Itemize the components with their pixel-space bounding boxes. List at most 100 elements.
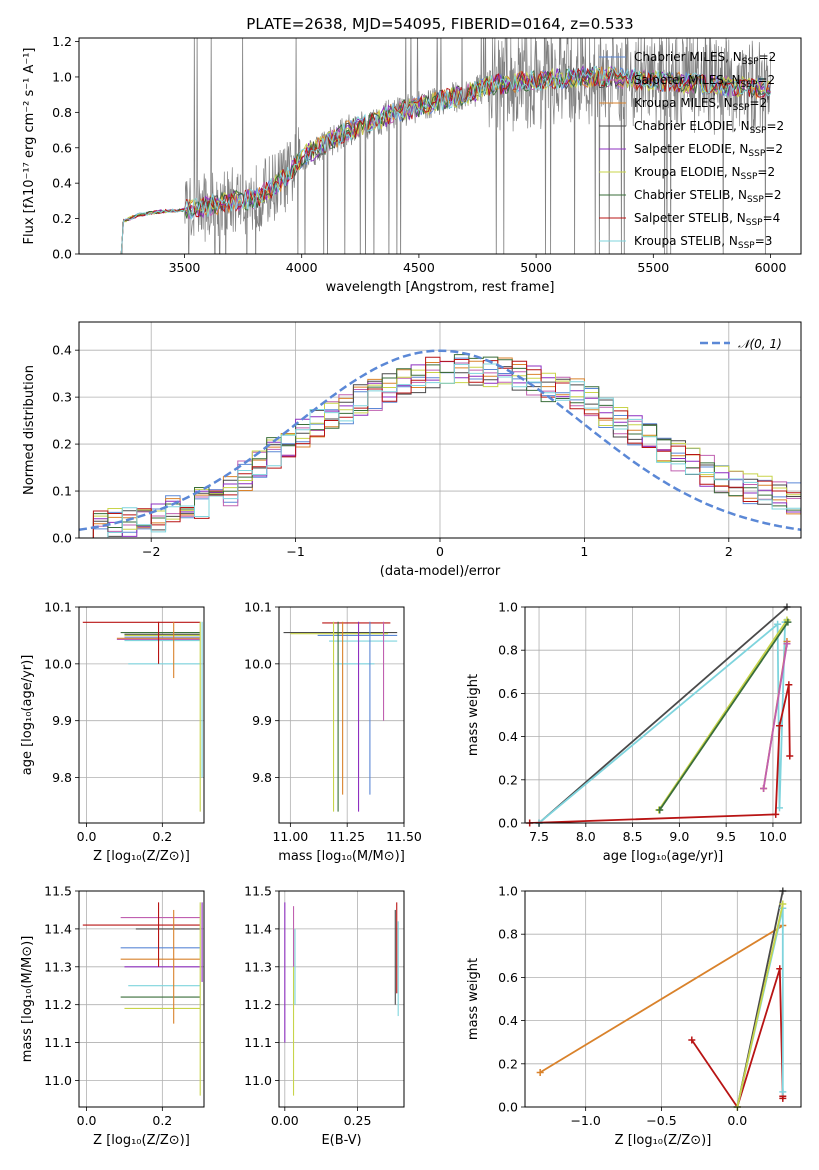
weight-vs-Z-frame <box>524 890 802 1108</box>
mass-vs-Z-ytick-label: 11.5 <box>44 884 72 899</box>
spectrum-xtick-label: 4000 <box>286 260 318 275</box>
residual-histogram-step <box>79 354 801 538</box>
weight-vs-Z-ytick-label: 0.6 <box>498 970 518 985</box>
weight-vs-age-line <box>658 621 789 811</box>
weight-vs-Z-marker <box>779 1094 787 1102</box>
age-vs-Z-xtick-label: 0.0 <box>77 829 97 844</box>
weight-vs-age-marker <box>656 806 664 814</box>
spectrum-legend-label: Salpeter ELODIE, NSSP=2 <box>634 142 783 159</box>
spectrum-xtick-label: 6000 <box>755 260 787 275</box>
weight-vs-Z-ytick-label: 1.0 <box>498 884 518 899</box>
weight-vs-age-marker <box>784 618 792 626</box>
weight-vs-age-xtick-label: 9.0 <box>669 829 689 844</box>
mass-vs-EBV-ytick-label: 11.3 <box>244 959 272 974</box>
residual-histogram-step <box>79 363 801 538</box>
weight-vs-Z-ytick-label: 0.4 <box>498 1013 518 1028</box>
age-vs-Z-ylabel: age [log₁₀(age/yr)] <box>20 655 35 776</box>
mass-vs-EBV-ytick-label: 11.5 <box>244 884 272 899</box>
spectrum-ytick-label: 0.4 <box>52 176 72 191</box>
age-vs-mass-ytick-label: 9.8 <box>252 770 272 785</box>
weight-vs-age-marker <box>772 810 780 818</box>
mass-vs-Z-ytick-label: 11.4 <box>44 921 72 936</box>
weight-vs-Z-marker <box>779 1088 787 1096</box>
text-layer: 3500 4000 4500 5000 5500 6000 0.0 0.2 0.4 0.6 0.8 1… <box>20 34 787 1148</box>
normal-curve <box>79 349 801 532</box>
spectrum-legend-label: Salpeter MILES, NSSP=2 <box>634 73 775 90</box>
age-vs-mass-ytick-label: 10.1 <box>244 600 272 615</box>
mass-vs-Z-xlabel: Z [log₁₀(Z/Z⊙)] <box>93 1133 190 1148</box>
weight-vs-age-xtick-label: 7.5 <box>529 829 549 844</box>
residuals-ytick-label: 0.0 <box>52 531 72 546</box>
weight-vs-Z-marker <box>536 1068 544 1076</box>
residuals-ytick-label: 0.1 <box>52 484 72 499</box>
weight-vs-age-marker <box>774 620 782 628</box>
figure-title: PLATE=2638, MJD=54095, FIBERID=0164, z=0… <box>246 15 633 33</box>
mass-vs-EBV-xlabel: E(B-V) <box>321 1133 361 1148</box>
spectrum-ylabel: Flux [fλ10⁻¹⁷ erg cm⁻² s⁻¹ A⁻¹] <box>22 48 37 245</box>
mass-vs-EBV-ytick-label: 11.2 <box>244 997 272 1012</box>
residual-legend-label: 𝒩(0, 1) <box>738 337 782 351</box>
age-vs-Z-ytick-label: 9.9 <box>52 713 72 728</box>
weight-vs-age-marker <box>775 722 783 730</box>
weight-vs-age-marker <box>760 784 768 792</box>
weight-vs-age-marker <box>775 804 783 812</box>
spectrum-legend-label: Chabrier STELIB, NSSP=2 <box>634 188 782 205</box>
spectrum-legend-label: Chabrier ELODIE, NSSP=2 <box>634 119 784 136</box>
residuals-ytick-label: 0.4 <box>52 343 72 358</box>
weight-vs-age-xtick-label: 8.0 <box>576 829 596 844</box>
weight-vs-age-xtick-label: 10.0 <box>759 829 787 844</box>
mass-vs-Z-ylabel: mass [log₁₀(M/M⊙)] <box>20 936 35 1063</box>
age-vs-mass-frame <box>278 606 405 824</box>
weight-vs-age-line <box>538 607 788 823</box>
spectrum-xtick-label: 3500 <box>169 260 201 275</box>
weight-vs-age-ytick-label: 0.4 <box>498 729 518 744</box>
age-vs-Z-ytick-label: 9.8 <box>52 770 72 785</box>
spectrum-ytick-label: 1.0 <box>52 69 72 84</box>
age-vs-Z-xlabel: Z [log₁₀(Z/Z⊙)] <box>93 849 190 864</box>
spectrum-ytick-label: 0.8 <box>52 105 72 120</box>
weight-vs-Z-xtick-label: −0.5 <box>646 1113 676 1128</box>
mass-vs-EBV-ytick-label: 11.1 <box>244 1035 272 1050</box>
weight-vs-age-line <box>658 619 788 811</box>
weight-vs-Z-ytick-label: 0.2 <box>498 1056 518 1071</box>
weight-vs-Z-marker <box>688 1036 696 1044</box>
mass-vs-EBV-frame <box>278 890 405 1108</box>
residuals-xlabel: (data-model)/error <box>380 564 501 579</box>
mass-vs-EBV-xtick-label: 0.00 <box>271 1113 299 1128</box>
spectrum-legend-label: Kroupa MILES, NSSP=2 <box>634 96 767 113</box>
age-vs-Z-xtick-label: 0.2 <box>152 829 172 844</box>
spectrum-ytick-label: 0.6 <box>52 140 72 155</box>
weight-vs-age-ytick-label: 0.2 <box>498 772 518 787</box>
residual-histogram-step <box>79 366 801 538</box>
residuals-ylabel: Normed distribution <box>22 365 37 495</box>
weight-vs-Z-marker <box>779 900 787 908</box>
mass-vs-Z-frame <box>78 890 205 1108</box>
weight-vs-Z-xtick-label: 0.0 <box>727 1113 747 1128</box>
age-vs-mass-ytick-label: 10.0 <box>244 656 272 671</box>
spectrum-xlabel: wavelength [Angstrom, rest frame] <box>326 280 555 295</box>
mass-vs-EBV-ytick-label: 11.4 <box>244 921 272 936</box>
age-vs-mass-ytick-label: 9.9 <box>252 713 272 728</box>
spectrum-frame <box>78 37 802 255</box>
mass-vs-EBV-ytick-label: 11.0 <box>244 1073 272 1088</box>
spectrum-legend-label: Kroupa STELIB, NSSP=3 <box>634 234 772 251</box>
weight-vs-age-marker <box>786 752 794 760</box>
residuals-xtick-label: −2 <box>142 544 160 559</box>
weight-vs-age-frame <box>524 606 802 824</box>
residuals-xtick-label: −1 <box>286 544 304 559</box>
weight-vs-Z-ylabel: mass weight <box>466 958 481 1040</box>
weight-vs-age-line <box>762 643 788 789</box>
spectrum-ytick-label: 1.2 <box>52 34 72 49</box>
weight-vs-age-xlabel: age [log₁₀(age/yr)] <box>603 849 724 864</box>
weight-vs-Z-line <box>539 924 784 1074</box>
weight-vs-age-xtick-label: 9.5 <box>716 829 736 844</box>
residual-histogram-step <box>79 356 801 538</box>
age-vs-mass-xtick-label: 11.00 <box>272 829 308 844</box>
spectrum-legend-label: Chabrier MILES, NSSP=2 <box>634 50 776 67</box>
spectrum-xtick-label: 5500 <box>637 260 669 275</box>
weight-vs-age-xtick-label: 8.5 <box>623 829 643 844</box>
age-vs-Z-frame <box>78 606 205 824</box>
residuals-ytick-label: 0.3 <box>52 390 72 405</box>
residuals-ytick-label: 0.2 <box>52 437 72 452</box>
